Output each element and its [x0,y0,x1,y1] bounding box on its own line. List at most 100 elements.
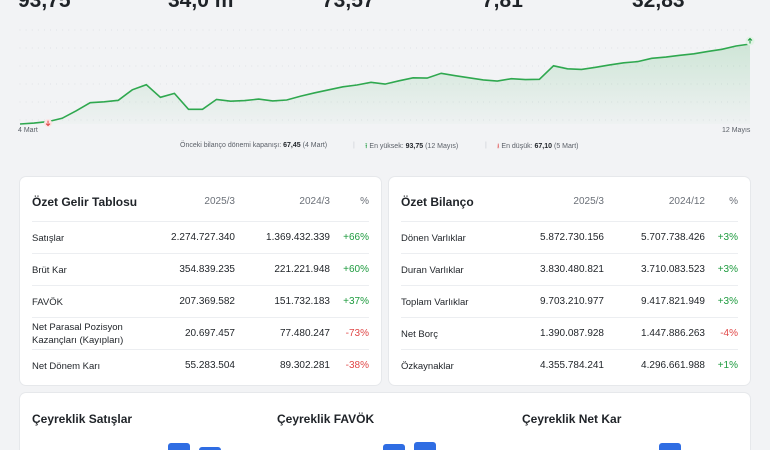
grid-dot [525,29,527,31]
table-row[interactable]: Özkaynaklar 4.355.784.241 4.296.661.988 … [401,349,738,381]
quarterly-sales-bar[interactable] [168,443,190,450]
grid-dot [464,29,466,31]
grid-dot [43,101,45,103]
grid-dot [355,83,356,85]
grid-dot [446,29,448,31]
grid-dot [245,65,247,67]
grid-dot [422,29,424,31]
quarterly-ebitda-bar[interactable] [383,444,405,450]
grid-dot [31,29,33,31]
grid-dot [68,65,70,67]
grid-dot [19,83,21,85]
grid-dot [641,47,643,49]
grid-dot [440,47,442,49]
grid-dot [489,47,491,49]
grid-dot [172,29,173,31]
grid-dot [37,47,39,49]
table-row[interactable]: Satışlar 2.274.727.340 1.369.432.339 +66… [32,221,369,253]
grid-dot [281,47,283,49]
value-previous: 221.221.948 [274,264,330,275]
grid-dot [165,83,167,85]
grid-dot [507,65,509,67]
row-label-line: Kazançları (Kayıpları) [32,335,124,346]
grid-dot [263,83,265,85]
grid-dot [470,47,472,49]
column-header: 2024/3 [299,196,330,207]
grid-dot [403,29,405,31]
grid-dot [74,29,76,31]
grid-dot [153,65,155,67]
table-row[interactable]: Duran Varlıklar 3.830.480.821 3.710.083.… [401,253,738,285]
grid-dot [641,29,643,31]
table-row[interactable]: Dönen Varlıklar 5.872.730.156 5.707.738.… [401,221,738,253]
grid-dot [592,29,594,31]
grid-dot [226,65,228,67]
grid-dot [452,29,454,31]
table-row[interactable]: Net Parasal Pozisyon Kazançları (Kayıpla… [32,317,369,349]
grid-dot [25,29,27,31]
table-row[interactable]: FAVÖK 207.369.582 151.732.183 +37% [32,285,369,317]
grid-dot [653,47,655,49]
grid-dot [300,83,302,85]
grid-dot [190,29,192,31]
grid-dot [86,65,88,67]
grid-dot [37,83,39,85]
quarterly-net-profit-bar[interactable] [659,443,681,450]
grid-dot [318,47,320,49]
change-percent: +3% [717,232,738,243]
grid-dot [68,47,70,49]
grid-dot [123,47,125,49]
grid-dot [580,47,582,49]
grid-dot [336,29,338,31]
grid-dot [74,65,76,67]
grid-dot [556,29,558,31]
card-title: Özet Gelir Tablosu [32,195,138,209]
price-chart[interactable]: 4 Mart 12 Mayıs [0,14,770,164]
grid-dot [312,65,314,67]
grid-dot [318,83,320,85]
grid-dot [348,65,350,67]
grid-dot [184,101,186,103]
grid-dot [147,29,149,31]
separator: | [353,142,355,149]
column-header: % [360,196,369,207]
grid-dot [196,29,198,31]
previous-close-value: 67,45 [283,142,301,149]
table-row[interactable]: Brüt Kar 354.839.235 221.221.948 +60% [32,253,369,285]
grid-dot [226,83,228,85]
table-row[interactable]: Toplam Varlıklar 9.703.210.977 9.417.821… [401,285,738,317]
grid-dot [409,47,411,49]
grid-dot [257,65,259,67]
grid-dot [50,47,51,49]
stat-value: 32,83 [632,0,685,12]
grid-dot [702,47,704,49]
grid-dot [190,101,192,103]
grid-dot [196,65,198,67]
grid-dot [129,47,131,49]
grid-dot [257,83,259,85]
grid-dot [269,47,271,49]
grid-dot [446,65,448,67]
quarterly-sales-bar[interactable] [199,447,221,450]
grid-dot [409,65,411,67]
quarterly-ebitda-bar[interactable] [414,442,436,450]
grid-dot [470,65,472,67]
grid-dot [117,29,119,31]
table-row[interactable]: Net Borç 1.390.087.928 1.447.886.263 -4% [401,317,738,349]
grid-dot [458,65,460,67]
value-current: 5.872.730.156 [540,232,604,243]
grid-dot [287,83,289,85]
grid-dot [306,83,308,85]
change-percent: -73% [345,328,369,339]
table-row[interactable]: Net Dönem Karı 55.283.504 89.302.281 -38… [32,349,369,381]
grid-dot [647,29,649,31]
grid-dot [190,65,192,67]
row-label: Net Parasal Pozisyon Kazançları (Kayıpla… [32,321,123,347]
grid-dot [111,47,112,49]
column-header: % [729,196,738,207]
grid-dot [31,65,33,67]
lowest-date: (5 Mart) [553,143,579,150]
grid-dot [245,47,247,49]
grid-dot [416,47,417,49]
grid-dot [129,29,131,31]
